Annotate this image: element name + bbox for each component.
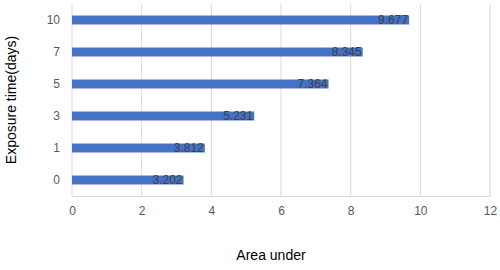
- x-tick: 12: [484, 196, 498, 218]
- x-tick-label: 4: [208, 204, 215, 218]
- y-axis: 0 1 3 5 7 10: [47, 5, 73, 197]
- grid-line: [141, 4, 142, 196]
- data-label: 3.202: [153, 173, 183, 187]
- x-axis: 0 2 4 6 8 10 12: [69, 196, 497, 218]
- chart: 0 2 4 6 8 10 12 0 1 3 5 7 10 3.202 3.812 5.231 7.364 8.34…: [0, 0, 500, 270]
- y-tick: 7: [53, 45, 72, 59]
- y-tick-label: 0: [53, 173, 60, 187]
- y-tick-label: 10: [47, 13, 61, 27]
- plot: 0 2 4 6 8 10 12 0 1 3 5 7 10 3.202 3.812 5.231 7.364 8.34…: [47, 4, 498, 218]
- y-tick-label: 7: [53, 45, 60, 59]
- x-tick: 2: [139, 196, 146, 218]
- y-tick-label: 3: [53, 109, 60, 123]
- grid-line: [281, 4, 282, 196]
- y-tick: 3: [53, 109, 72, 123]
- x-tick: 4: [208, 196, 215, 218]
- grid-line: [490, 4, 491, 196]
- x-axis-line: [73, 196, 491, 197]
- data-label: 3.812: [174, 141, 204, 155]
- x-tick-label: 2: [139, 204, 146, 218]
- y-tick-label: 1: [53, 141, 60, 155]
- data-label: 9.677: [378, 13, 408, 27]
- bar: [72, 48, 363, 57]
- y-tick: 0: [53, 173, 72, 187]
- data-label: 8.345: [332, 45, 362, 59]
- grid-line: [420, 4, 421, 196]
- x-tick-label: 12: [484, 204, 498, 218]
- x-tick: 10: [414, 196, 428, 218]
- x-tick-label: 10: [414, 204, 428, 218]
- x-axis-title: Area under: [236, 247, 306, 263]
- x-tick-label: 0: [69, 204, 76, 218]
- grid-line: [72, 4, 73, 196]
- y-axis-title: Exposure time(days): [3, 36, 19, 164]
- bar: [72, 80, 329, 89]
- grid-line: [350, 4, 351, 196]
- x-tick: 0: [69, 196, 76, 218]
- y-tick: 1: [53, 141, 72, 155]
- data-label: 7.364: [297, 77, 327, 91]
- data-label: 5.231: [223, 109, 253, 123]
- x-tick: 8: [348, 196, 355, 218]
- y-axis-line: [72, 5, 73, 197]
- x-tick-label: 8: [348, 204, 355, 218]
- y-tick: 10: [47, 13, 72, 27]
- y-tick: 5: [53, 77, 72, 91]
- x-tick-label: 6: [278, 204, 285, 218]
- bars: [72, 16, 409, 185]
- y-tick-label: 5: [53, 77, 60, 91]
- data-labels: 3.202 3.812 5.231 7.364 8.345 9.677: [153, 13, 409, 187]
- x-tick: 6: [278, 196, 285, 218]
- grid: [72, 4, 490, 196]
- bar: [72, 16, 409, 25]
- grid-line: [211, 4, 212, 196]
